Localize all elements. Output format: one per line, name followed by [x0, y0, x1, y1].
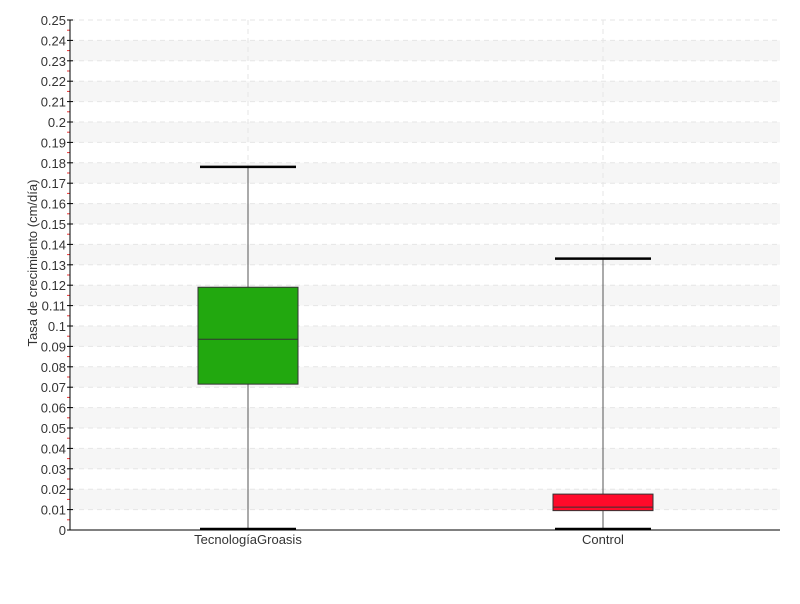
- y-tick-label: 0.02: [41, 482, 66, 497]
- y-tick-label: 0.11: [42, 299, 66, 314]
- y-tick-label: 0.12: [41, 278, 66, 293]
- y-tick-label: 0.19: [41, 135, 66, 150]
- y-tick-label: 0.08: [41, 360, 66, 375]
- box: [197, 286, 299, 385]
- y-tick-label: 0.24: [41, 33, 66, 48]
- y-tick-label: 0.07: [41, 380, 66, 395]
- grid-band: [71, 244, 780, 265]
- y-tick-label: 0.16: [41, 197, 66, 212]
- x-tick-label: Control: [582, 532, 624, 547]
- y-tick-label: 0.17: [41, 176, 66, 191]
- grid-band: [71, 122, 780, 143]
- y-tick-label: 0.25: [41, 13, 66, 28]
- grid-band: [71, 203, 780, 224]
- y-tick-label: 0.2: [48, 115, 66, 130]
- x-tick-label: TecnologíaGroasis: [194, 532, 302, 547]
- y-tick-label: 0.03: [41, 462, 66, 477]
- grid-band: [71, 81, 780, 102]
- grid-band: [71, 40, 780, 61]
- y-tick-label: 0.1: [48, 319, 66, 334]
- grid-band: [71, 326, 780, 347]
- grid-band: [71, 162, 780, 184]
- y-tick-label: 0.14: [41, 237, 66, 252]
- y-tick-label: 0.23: [41, 54, 66, 69]
- grid-band: [71, 489, 780, 510]
- grid-band: [71, 366, 780, 388]
- grid-band: [71, 285, 780, 306]
- y-tick-label: 0.06: [41, 401, 66, 416]
- y-tick-label: 0.22: [41, 74, 66, 89]
- y-tick-label: 0.04: [41, 441, 66, 456]
- y-tick-label: 0.18: [41, 156, 66, 171]
- grid-band: [71, 448, 780, 469]
- y-tick-label: 0.13: [41, 258, 66, 273]
- y-tick-label: 0: [59, 523, 66, 538]
- grid-band: [71, 407, 780, 428]
- y-tick-label: 0.05: [41, 421, 66, 436]
- y-tick-label: 0.21: [41, 95, 66, 110]
- y-axis-label: Tasa de crecimiento (cm/día): [25, 180, 40, 347]
- y-tick-label: 0.09: [41, 339, 66, 354]
- y-tick-label: 0.01: [41, 503, 66, 518]
- y-tick-label: 0.15: [41, 217, 66, 232]
- box: [552, 493, 654, 512]
